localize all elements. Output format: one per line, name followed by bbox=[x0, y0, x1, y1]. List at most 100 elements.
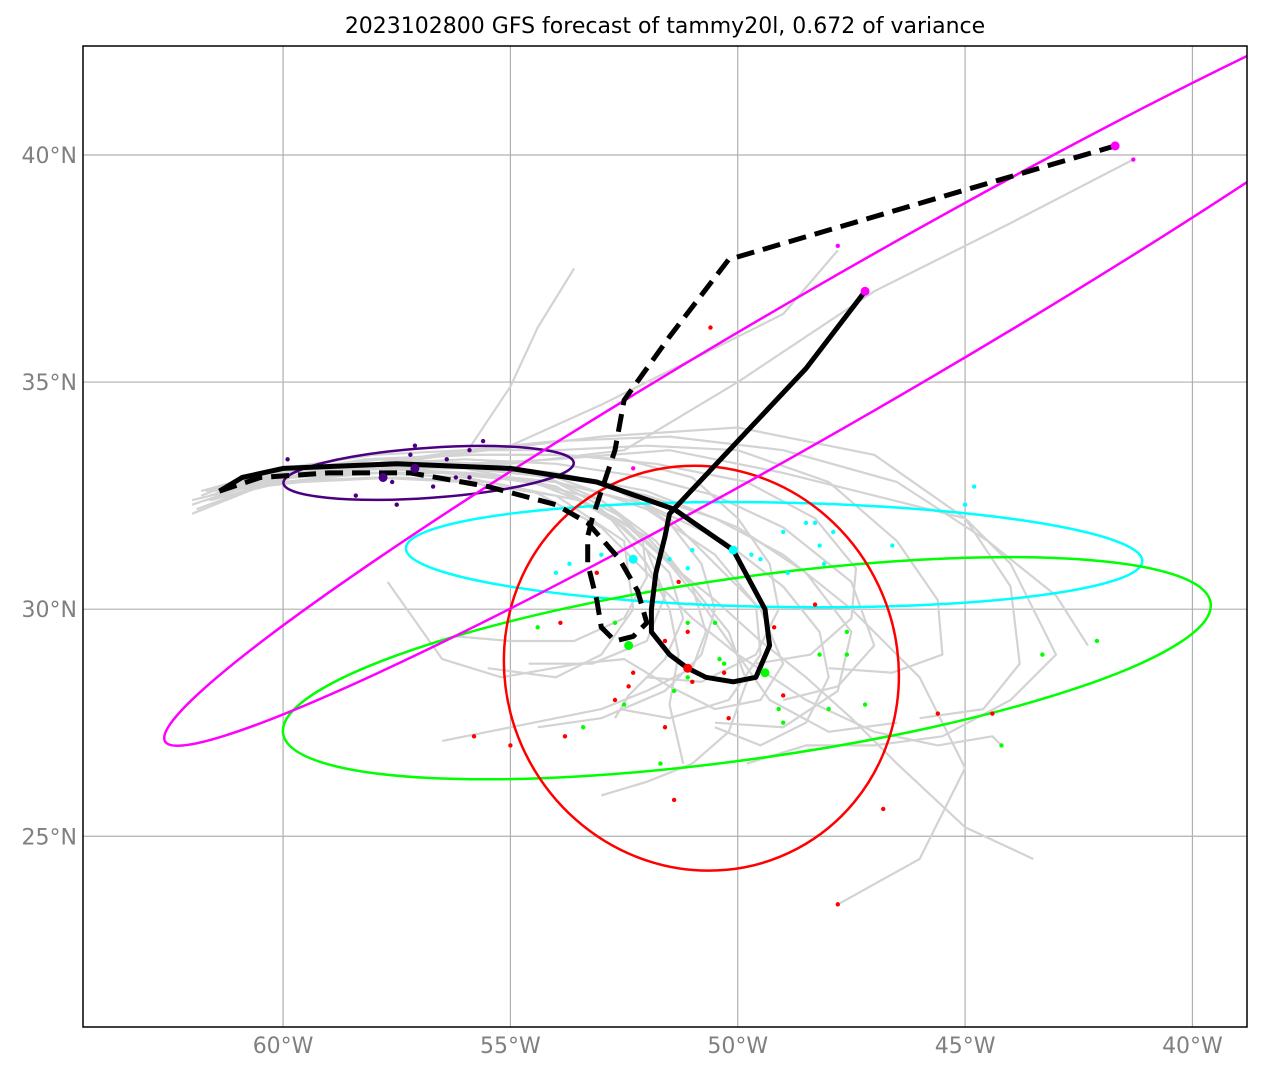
uncertainty-ellipse bbox=[404, 500, 1144, 609]
ensemble-position-dot bbox=[781, 693, 786, 698]
center-marker bbox=[378, 472, 388, 482]
ensemble-position-dot bbox=[1040, 652, 1045, 657]
ensemble-position-dot bbox=[781, 720, 786, 725]
ensemble-position-dot bbox=[353, 493, 359, 498]
center-marker bbox=[624, 641, 634, 650]
ensemble-position-dot bbox=[671, 797, 677, 803]
y-axis-ticks: 25°N 30°N 35°N 40°N bbox=[22, 144, 77, 850]
ensemble-position-dot bbox=[671, 688, 677, 694]
plot-area bbox=[162, 46, 1247, 907]
ensemble-position-dot bbox=[971, 484, 977, 489]
ensemble-tracks bbox=[191, 158, 1134, 906]
ensemble-position-dot bbox=[685, 629, 690, 635]
ensemble-position-dot bbox=[685, 675, 690, 680]
ensemble-position-dot bbox=[444, 457, 449, 462]
ensemble-position-dot bbox=[844, 652, 850, 657]
uncertainty-ellipse bbox=[502, 464, 901, 872]
ensemble-position-dot bbox=[826, 706, 831, 712]
uncertainty-ellipses bbox=[162, 46, 1247, 872]
x-tick-label: 55°W bbox=[480, 1034, 541, 1059]
uncertainty-ellipse bbox=[281, 555, 1213, 781]
ensemble-position-dot bbox=[553, 570, 559, 576]
ensemble-position-dot bbox=[999, 743, 1004, 748]
center-marker bbox=[1110, 141, 1120, 151]
ensemble-position-dot bbox=[776, 706, 781, 712]
ensemble-position-dot bbox=[394, 502, 399, 507]
ensemble-position-dot bbox=[535, 625, 540, 630]
center-marker bbox=[628, 554, 638, 564]
ensemble-position-dot bbox=[708, 325, 713, 330]
ensemble-position-dot bbox=[1094, 638, 1100, 644]
plot-frame bbox=[82, 45, 1248, 1028]
ensemble-track-line bbox=[214, 249, 839, 497]
ensemble-position-dot bbox=[690, 679, 695, 685]
ensemble-position-dot bbox=[567, 561, 572, 566]
ensemble-track-line bbox=[214, 467, 762, 720]
ensemble-track-line bbox=[191, 462, 967, 906]
ensemble-position-dot bbox=[612, 697, 618, 703]
ensemble-position-dot bbox=[758, 557, 763, 562]
x-tick-label: 45°W bbox=[935, 1034, 996, 1059]
ensemble-position-dot bbox=[612, 620, 618, 625]
ensemble-position-dot bbox=[430, 484, 436, 489]
ensemble-position-dot bbox=[726, 715, 731, 721]
ensemble-position-dot bbox=[817, 652, 822, 657]
x-tick-label: 40°W bbox=[1162, 1034, 1223, 1059]
main-tracks bbox=[218, 143, 1116, 685]
ensemble-position-dot bbox=[1131, 157, 1136, 162]
ensemble-position-dot bbox=[599, 552, 604, 557]
ensemble-position-dot bbox=[558, 620, 563, 625]
ensemble-position-dot bbox=[658, 761, 663, 766]
ensemble-position-dot bbox=[453, 475, 459, 480]
ensemble-track-line bbox=[219, 462, 685, 719]
ensemble-position-dot bbox=[508, 743, 513, 748]
ensemble-position-dot bbox=[562, 734, 568, 739]
ensemble-position-dot bbox=[285, 457, 290, 462]
ensemble-position-dot bbox=[812, 520, 818, 526]
ensemble-position-dot bbox=[803, 520, 809, 526]
ensemble-position-dot bbox=[831, 529, 836, 535]
center-marker bbox=[760, 668, 770, 678]
ensemble-position-dot bbox=[667, 557, 672, 562]
ensemble-position-dot bbox=[781, 529, 786, 535]
center-marker bbox=[728, 545, 738, 555]
ensemble-position-dot bbox=[685, 620, 690, 625]
ensemble-position-dot bbox=[594, 570, 599, 576]
x-tick-label: 50°W bbox=[707, 1034, 768, 1059]
ensemble-positions bbox=[285, 157, 1136, 907]
mean-track-line bbox=[218, 289, 868, 685]
ensemble-track-line bbox=[209, 462, 648, 643]
ensemble-position-dot bbox=[721, 670, 727, 675]
ensemble-position-dot bbox=[389, 479, 395, 485]
ensemble-position-dot bbox=[890, 543, 895, 548]
ensemble-track-line bbox=[228, 453, 858, 665]
ensemble-track-line bbox=[223, 444, 944, 674]
center-marker bbox=[860, 286, 870, 296]
y-tick-label: 30°N bbox=[22, 598, 77, 623]
deterministic-track-line bbox=[218, 143, 1116, 644]
ensemble-track-line bbox=[219, 476, 748, 797]
ensemble-position-dot bbox=[812, 602, 818, 607]
uncertainty-ellipse bbox=[282, 444, 575, 502]
ensemble-position-dot bbox=[621, 702, 627, 707]
ensemble-track-line bbox=[200, 458, 785, 711]
ensemble-position-dot bbox=[817, 543, 822, 548]
center-marker bbox=[410, 463, 420, 473]
ensemble-position-dot bbox=[412, 443, 418, 448]
ensemble-position-dot bbox=[662, 725, 668, 730]
ensemble-position-dot bbox=[821, 561, 827, 566]
ensemble-position-dot bbox=[835, 902, 840, 907]
ensemble-position-dot bbox=[467, 448, 472, 453]
ensemble-position-dot bbox=[990, 711, 995, 716]
ensemble-position-dot bbox=[467, 475, 472, 480]
ensemble-position-dot bbox=[630, 466, 636, 471]
ensemble-position-dot bbox=[935, 711, 941, 716]
ensemble-position-dot bbox=[771, 625, 777, 630]
x-axis-ticks: 60°W 55°W 50°W 45°W 40°W bbox=[253, 1034, 1223, 1059]
x-tick-label: 60°W bbox=[253, 1034, 314, 1059]
ensemble-position-dot bbox=[626, 684, 631, 689]
ensemble-position-dot bbox=[712, 620, 718, 625]
center-marker bbox=[683, 663, 693, 673]
ensemble-position-dot bbox=[835, 243, 840, 249]
